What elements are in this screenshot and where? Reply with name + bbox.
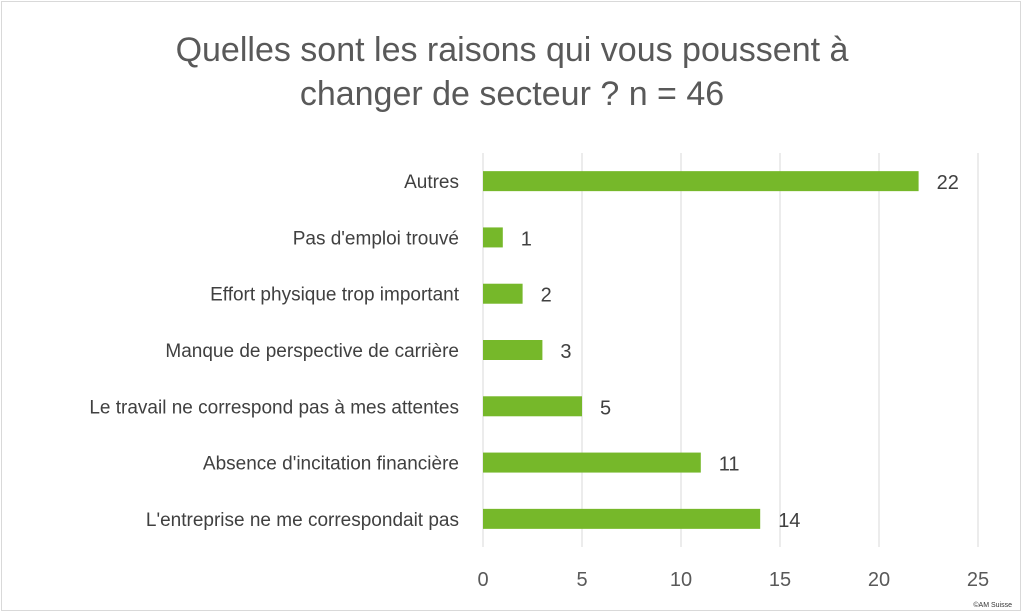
x-tick-label: 0 bbox=[477, 569, 488, 591]
data-label: 5 bbox=[600, 397, 611, 419]
bar bbox=[483, 227, 503, 248]
chart-title-line-2: changer de secteur ? n = 46 bbox=[299, 75, 725, 113]
data-label: 22 bbox=[937, 172, 959, 194]
category-label: Le travail ne correspond pas à mes atten… bbox=[89, 397, 459, 418]
bar bbox=[483, 508, 761, 529]
chart-title-line-1: Quelles sont les raisons qui vous pousse… bbox=[175, 31, 849, 69]
data-label: 1 bbox=[521, 228, 532, 250]
category-label: Absence d'incitation financière bbox=[203, 454, 459, 475]
bar bbox=[483, 396, 582, 417]
bar bbox=[483, 452, 701, 473]
bar bbox=[483, 283, 523, 304]
category-label: Effort physique trop important bbox=[210, 285, 460, 306]
data-label: 11 bbox=[719, 454, 740, 476]
data-label: 2 bbox=[541, 285, 552, 307]
x-tick-label: 25 bbox=[967, 569, 989, 591]
x-tick-label: 5 bbox=[576, 569, 587, 591]
category-label: Manque de perspective de carrière bbox=[165, 341, 459, 362]
category-label: Autres bbox=[404, 172, 459, 193]
data-label: 3 bbox=[560, 341, 571, 363]
category-label: L'entreprise ne me correspondait pas bbox=[146, 510, 459, 531]
data-label: 14 bbox=[778, 510, 800, 532]
bar bbox=[483, 171, 919, 192]
x-tick-label: 20 bbox=[868, 569, 890, 591]
x-tick-label: 15 bbox=[769, 569, 791, 591]
category-label: Pas d'emploi trouvé bbox=[293, 228, 459, 249]
x-tick-label: 10 bbox=[670, 569, 692, 591]
copyright-credit: ©AM Suisse bbox=[973, 602, 1012, 609]
chart-title: Quelles sont les raisons qui vous pousse… bbox=[0, 28, 1024, 116]
bar bbox=[483, 340, 543, 360]
